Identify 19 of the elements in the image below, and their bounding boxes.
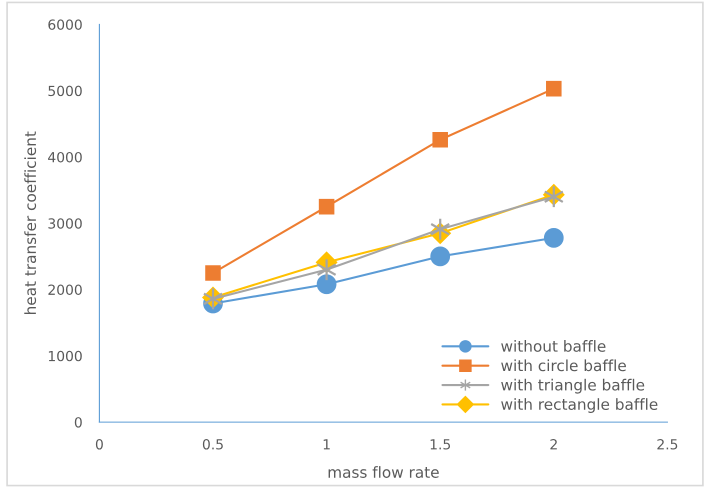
y-tick-label: 3000 <box>48 218 82 229</box>
legend-label: with circle baffle <box>501 359 626 372</box>
y-tick-label: 2000 <box>48 284 82 296</box>
y-tick-label: 1000 <box>48 350 82 362</box>
x-tick-label: 0.5 <box>202 439 223 450</box>
legend-label: without baffle <box>501 340 606 352</box>
x-tick-label: 2 <box>550 439 557 450</box>
y-tick-label: 0 <box>74 417 82 428</box>
x-axis-title: mass flow rate <box>328 466 439 478</box>
x-tick-label: 2.5 <box>657 439 678 450</box>
y-tick-label: 4000 <box>48 152 82 162</box>
y-axis-title: heat transfer coefficient <box>24 131 36 314</box>
x-tick-label: 0 <box>96 439 103 450</box>
y-tick-label: 5000 <box>48 86 82 96</box>
x-tick-label: 1.5 <box>430 439 450 450</box>
legend-label: with triangle baffle <box>501 378 644 394</box>
legend-label: with rectangle baffle <box>501 398 658 413</box>
y-tick-label: 6000 <box>48 19 82 30</box>
x-tick-label: 1 <box>324 439 330 450</box>
